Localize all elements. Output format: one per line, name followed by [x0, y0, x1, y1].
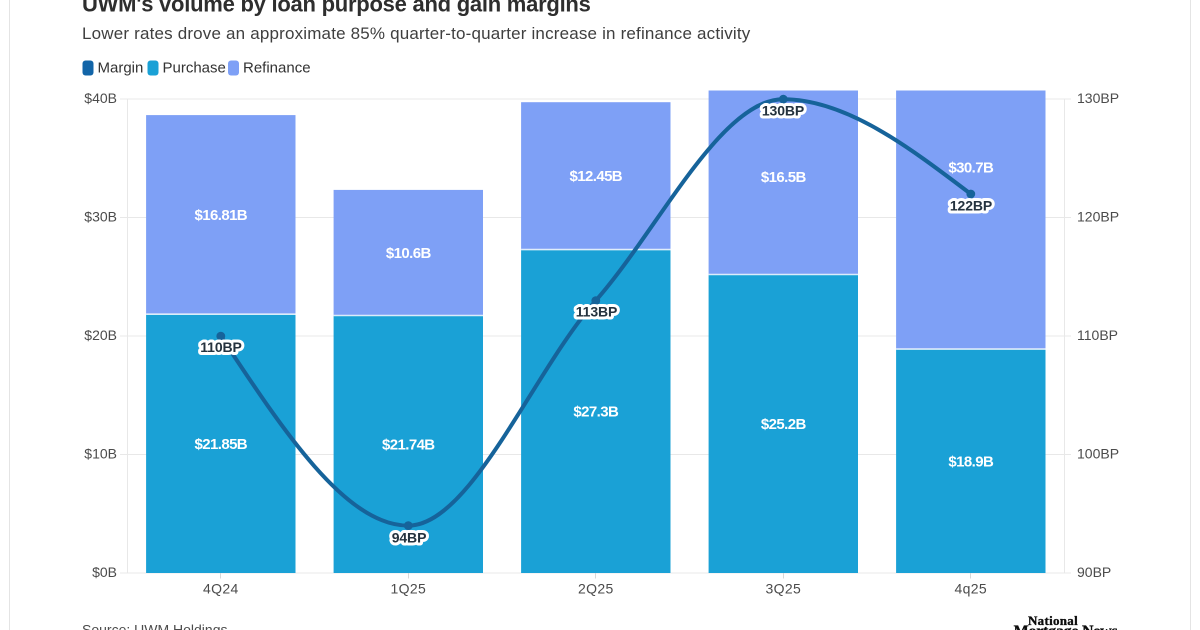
svg-text:$12.45B: $12.45B [570, 168, 623, 185]
svg-text:$30.7B: $30.7B [948, 160, 994, 177]
svg-text:Lower rates drove an approxima: Lower rates drove an approximate 85% qua… [82, 24, 751, 43]
svg-text:90BP: 90BP [1077, 564, 1111, 580]
svg-text:113BP: 113BP [576, 304, 618, 320]
svg-text:Source: UWM Holdings: Source: UWM Holdings [82, 622, 228, 630]
svg-text:94BP: 94BP [392, 530, 427, 546]
svg-text:$25.2B: $25.2B [761, 416, 807, 433]
svg-text:Purchase: Purchase [163, 60, 226, 77]
svg-text:UWM's volume by loan purpose a: UWM's volume by loan purpose and gain ma… [82, 0, 591, 17]
svg-text:$18.9B: $18.9B [948, 453, 994, 470]
svg-text:122BP: 122BP [950, 198, 992, 214]
svg-text:$0B: $0B [92, 564, 117, 580]
svg-text:120BP: 120BP [1077, 209, 1119, 225]
svg-text:Refinance: Refinance [243, 60, 311, 77]
svg-text:100BP: 100BP [1077, 446, 1119, 462]
svg-text:$10.6B: $10.6B [386, 245, 432, 262]
svg-text:$16.81B: $16.81B [195, 207, 248, 224]
svg-text:1Q25: 1Q25 [390, 580, 426, 596]
svg-text:$21.74B: $21.74B [382, 436, 435, 453]
svg-text:110BP: 110BP [1077, 327, 1118, 343]
svg-text:4q25: 4q25 [955, 580, 988, 596]
svg-text:$21.85B: $21.85B [195, 436, 248, 453]
svg-text:$40B: $40B [84, 90, 117, 106]
svg-text:Mortgage News: Mortgage News [1014, 623, 1118, 630]
svg-text:$16.5B: $16.5B [761, 169, 807, 186]
svg-text:$30B: $30B [84, 209, 117, 225]
svg-text:Margin: Margin [98, 60, 144, 77]
svg-text:$10B: $10B [84, 446, 117, 462]
svg-text:National: National [1028, 613, 1078, 628]
svg-text:110BP: 110BP [200, 339, 242, 355]
svg-text:130BP: 130BP [762, 103, 804, 119]
svg-text:130BP: 130BP [1077, 90, 1119, 106]
svg-text:2Q25: 2Q25 [578, 580, 614, 596]
svg-text:3Q25: 3Q25 [765, 580, 801, 596]
svg-text:$20B: $20B [84, 327, 117, 343]
svg-text:4Q24: 4Q24 [203, 580, 239, 596]
svg-text:$27.3B: $27.3B [573, 404, 619, 421]
